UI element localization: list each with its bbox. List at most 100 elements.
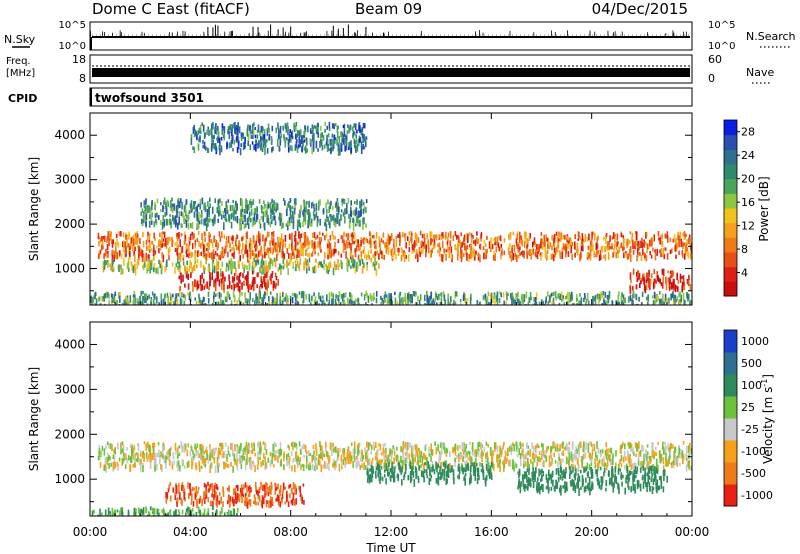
heatmap-cell bbox=[169, 218, 171, 223]
heatmap-cell bbox=[322, 134, 325, 141]
heatmap-cell bbox=[159, 240, 162, 246]
heatmap-cell bbox=[202, 302, 205, 305]
heatmap-cell bbox=[675, 285, 678, 289]
heatmap-cell bbox=[493, 294, 496, 300]
heatmap-cell bbox=[184, 204, 187, 210]
heatmap-cell bbox=[328, 148, 330, 152]
heatmap-cell bbox=[224, 296, 227, 303]
heatmap-cell bbox=[348, 125, 350, 134]
heatmap-cell bbox=[316, 216, 319, 224]
heatmap-cell bbox=[414, 232, 417, 240]
heatmap-cell bbox=[299, 129, 302, 137]
heatmap-cell bbox=[239, 255, 241, 262]
heatmap-cell bbox=[355, 145, 357, 153]
heatmap-cell bbox=[662, 268, 665, 277]
heatmap-cell bbox=[643, 460, 646, 464]
heatmap-cell bbox=[365, 136, 368, 140]
heatmap-cell bbox=[397, 252, 400, 256]
heatmap-cell bbox=[391, 303, 393, 305]
heatmap-cell bbox=[630, 443, 632, 451]
heatmap-cell bbox=[674, 297, 676, 305]
heatmap-cell bbox=[539, 457, 542, 463]
heatmap-cell bbox=[144, 205, 147, 211]
heatmap-cell bbox=[109, 443, 112, 449]
heatmap-cell bbox=[336, 131, 339, 139]
heatmap-cell bbox=[469, 247, 472, 254]
heatmap-cell bbox=[600, 255, 602, 260]
heatmap-cell bbox=[346, 262, 348, 270]
heatmap-cell bbox=[633, 462, 636, 466]
heatmap-cell bbox=[629, 231, 632, 235]
heatmap-cell bbox=[226, 210, 229, 215]
heatmap-cell bbox=[661, 233, 663, 240]
heatmap-cell bbox=[165, 461, 167, 469]
heatmap-cell bbox=[304, 257, 307, 266]
heatmap-cell bbox=[271, 300, 274, 305]
heatmap-cell bbox=[224, 245, 227, 254]
heatmap-cell bbox=[543, 450, 545, 457]
heatmap-cell bbox=[571, 242, 573, 247]
heatmap-cell bbox=[207, 298, 210, 304]
heatmap-cell bbox=[272, 250, 274, 255]
heatmap-cell bbox=[208, 263, 210, 268]
heatmap-cell bbox=[122, 268, 124, 275]
heatmap-cell bbox=[544, 455, 546, 459]
heatmap-cell bbox=[497, 459, 499, 468]
heatmap-cell bbox=[235, 283, 237, 288]
heatmap-cell bbox=[325, 214, 328, 219]
heatmap-cell bbox=[370, 450, 373, 455]
heatmap-cell bbox=[478, 302, 481, 305]
heatmap-cell bbox=[427, 241, 430, 250]
heatmap-cell bbox=[232, 280, 235, 285]
heatmap-cell bbox=[235, 129, 238, 135]
heatmap-cell bbox=[578, 231, 580, 238]
heatmap-cell bbox=[350, 246, 353, 253]
heatmap-cell bbox=[430, 443, 432, 450]
heatmap-cell bbox=[323, 259, 325, 265]
heatmap-cell bbox=[354, 249, 357, 258]
heatmap-cell bbox=[417, 254, 419, 263]
heatmap-cell bbox=[128, 301, 131, 305]
heatmap-cell bbox=[675, 243, 678, 252]
heatmap-cell bbox=[476, 300, 479, 305]
heatmap-cell bbox=[329, 243, 332, 250]
heatmap-cell bbox=[110, 293, 113, 298]
heatmap-cell bbox=[367, 254, 369, 258]
heatmap-cell bbox=[662, 457, 665, 465]
heatmap-cell bbox=[203, 456, 205, 460]
heatmap-cell bbox=[245, 198, 247, 204]
heatmap-cell bbox=[342, 233, 345, 238]
heatmap-cell bbox=[169, 447, 171, 455]
heatmap-cell bbox=[362, 201, 365, 206]
heatmap-cell bbox=[165, 455, 167, 463]
heatmap-cell bbox=[352, 461, 354, 468]
heatmap-cell bbox=[622, 241, 625, 248]
heatmap-cell bbox=[659, 290, 661, 295]
heatmap-cell bbox=[384, 459, 387, 465]
heatmap-cell bbox=[534, 242, 537, 247]
heatmap-cell bbox=[445, 460, 447, 469]
heatmap-cell bbox=[167, 300, 170, 305]
heatmap-cell bbox=[287, 128, 289, 136]
heatmap-cell bbox=[288, 221, 291, 226]
heatmap-cell bbox=[280, 133, 282, 139]
heatmap-cell bbox=[272, 280, 275, 289]
heatmap-cell bbox=[620, 455, 623, 462]
heatmap-cell bbox=[445, 447, 448, 454]
heatmap-cell bbox=[482, 452, 484, 457]
heatmap-cell bbox=[282, 297, 285, 303]
heatmap-cell bbox=[656, 271, 658, 275]
heatmap-cell bbox=[317, 241, 319, 248]
heatmap-cell bbox=[234, 459, 236, 465]
heatmap-cell bbox=[379, 247, 381, 255]
heatmap-cell bbox=[343, 293, 345, 299]
heatmap-cell bbox=[242, 214, 244, 221]
heatmap-cell bbox=[183, 442, 186, 448]
colorbar-swatch bbox=[724, 208, 737, 224]
heatmap-cell bbox=[211, 252, 213, 260]
heatmap-cell bbox=[622, 294, 625, 300]
heatmap-cell bbox=[627, 441, 630, 447]
heatmap-cell bbox=[202, 139, 204, 144]
heatmap-cell bbox=[369, 462, 371, 467]
heatmap-cell bbox=[373, 240, 376, 245]
